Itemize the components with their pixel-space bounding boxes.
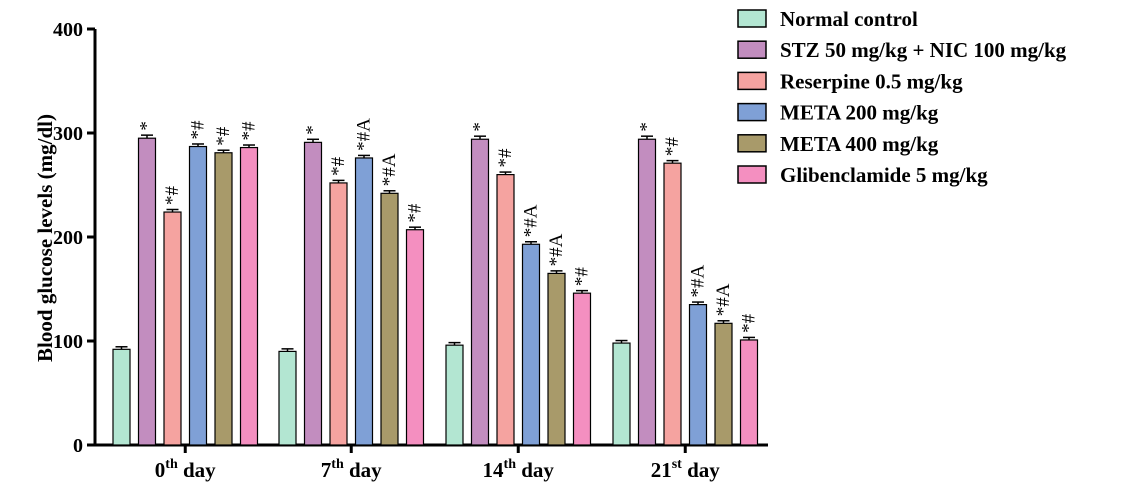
y-tick-label: 100: [53, 331, 83, 353]
legend-label: Glibenclamide 5 mg/kg: [780, 163, 988, 187]
bar: [521, 243, 541, 446]
x-tick-label: 7th day: [321, 457, 382, 482]
significance-label: *: [136, 121, 157, 131]
significance-label: *: [302, 125, 323, 135]
legend-swatch: [737, 71, 767, 91]
bar: [163, 211, 182, 446]
legend-label: META 200 mg/kg: [780, 101, 939, 125]
legend-swatch: [737, 40, 767, 59]
bar: [188, 145, 208, 446]
legend-swatch: [737, 9, 767, 28]
bar: [637, 138, 657, 446]
significance-label: *#: [187, 120, 208, 140]
significance-label: *#: [495, 148, 516, 168]
y-axis-label: Blood glucose levels (mg/dl): [33, 114, 57, 362]
bar: [380, 192, 399, 446]
significance-label: *#: [162, 186, 183, 206]
x-tick-label: 21st day: [651, 457, 721, 482]
bar: [239, 146, 259, 446]
legend-label: META 400 mg/kg: [780, 132, 939, 156]
y-tick-label: 400: [53, 19, 83, 41]
x-tick-label: 14th day: [483, 457, 555, 482]
significance-label: *#A: [379, 153, 400, 186]
legend-swatch: [737, 165, 767, 184]
significance-label: *#A: [353, 118, 374, 151]
bar: [354, 157, 374, 446]
y-tick-label: 300: [53, 123, 83, 145]
x-axis: 0th day 7th day 14th day 21st day: [95, 443, 768, 482]
legend-swatch: [737, 134, 767, 153]
y-tick-label: 0: [73, 435, 83, 457]
bar: [214, 152, 233, 446]
legend-label: Reserpine 0.5 mg/kg: [780, 69, 963, 93]
significance-label: *#: [213, 126, 234, 146]
bar: [663, 162, 682, 446]
significance-label: *#A: [546, 233, 567, 266]
bar: [112, 348, 131, 446]
y-axis: 0 100 200 300 400: [53, 19, 97, 457]
bar: [470, 138, 490, 446]
bar: [572, 292, 592, 446]
significance-label: *#: [571, 267, 592, 287]
bar: [278, 350, 297, 446]
bar: [303, 141, 323, 446]
x-tick-label: 0th day: [155, 457, 216, 482]
significance-label: *: [636, 122, 657, 132]
significance-label: *: [469, 122, 490, 132]
significance-labels: * * * **#*# *#*#*# *#A*#A*#A*#*#A*#A*#A*#*#*#…: [136, 118, 759, 333]
significance-label: *#: [662, 137, 683, 157]
bar: [739, 339, 759, 446]
significance-label: *#: [738, 313, 759, 333]
significance-label: *#: [238, 121, 259, 141]
significance-label: *#A: [687, 265, 708, 298]
significance-label: *#: [328, 156, 349, 176]
bar: [445, 344, 464, 446]
legend: Normal control STZ 50 mg/kg + NIC 100 mg/…: [737, 7, 1067, 187]
bar: [137, 137, 157, 446]
bar: [329, 182, 348, 446]
bar: [547, 272, 566, 446]
significance-label: *#: [404, 203, 425, 223]
legend-label: STZ 50 mg/kg + NIC 100 mg/kg: [780, 38, 1067, 62]
bar: [496, 174, 515, 446]
significance-label: *#A: [713, 283, 734, 316]
y-tick-label: 200: [53, 227, 83, 249]
legend-label: Normal control: [780, 7, 918, 31]
significance-label: *#A: [520, 204, 541, 237]
bar: [405, 229, 425, 446]
legend-swatch: [737, 102, 767, 122]
bar: [688, 304, 708, 446]
bar: [612, 342, 631, 446]
bar: [714, 322, 733, 446]
bars: [112, 134, 759, 446]
